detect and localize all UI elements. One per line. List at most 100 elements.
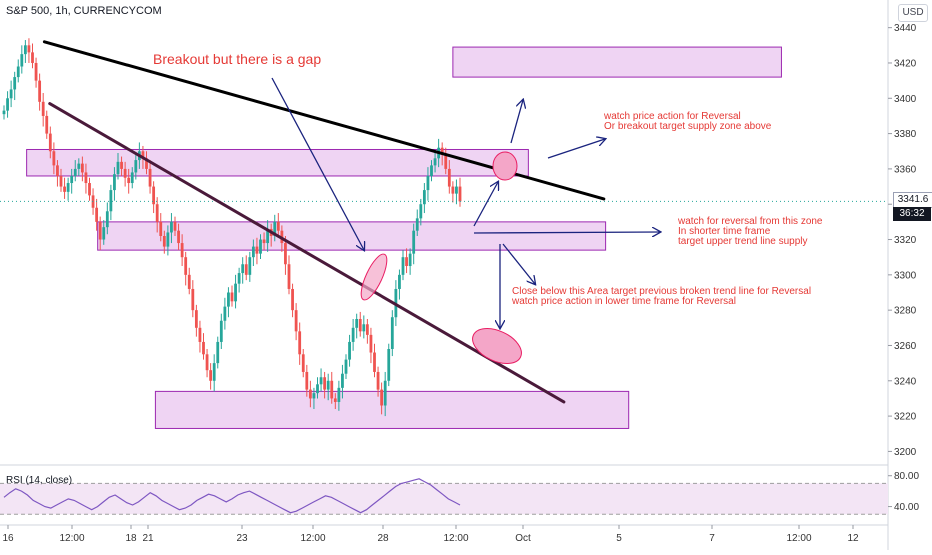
y-tick-label: 3220 [894, 412, 917, 423]
candle-body [98, 221, 102, 240]
x-tick-label: 12:00 [59, 533, 84, 544]
highlight-ellipses [360, 151, 522, 364]
candle-body [80, 163, 84, 173]
candle-body [451, 186, 455, 194]
candle-body [77, 163, 81, 169]
candle-body [458, 186, 462, 202]
candle-body [259, 239, 262, 254]
candle-body [38, 80, 42, 102]
y-tick-label: 3440 [894, 23, 917, 34]
arrow [271, 77, 364, 250]
candle-body [141, 151, 145, 159]
candle-body [84, 172, 88, 184]
candle-body [145, 158, 148, 169]
rsi-tick-label: 40.00 [894, 502, 919, 513]
note-lower: Close below this Area target previous br… [512, 286, 811, 297]
rsi-band [0, 483, 888, 515]
candle-body [187, 274, 191, 289]
y-tick-label: 3260 [894, 341, 917, 352]
arrow [547, 139, 605, 159]
candle-body [330, 380, 334, 399]
candle-body [312, 393, 316, 399]
rsi-tick-label: 80.00 [894, 471, 919, 482]
candle-body [415, 218, 419, 231]
zones [26, 46, 782, 429]
candle-body [223, 306, 227, 321]
candle-body [91, 195, 95, 208]
candle-body [319, 377, 323, 385]
candle-body [369, 334, 373, 353]
candle-body [116, 161, 120, 175]
candle-body [56, 165, 59, 176]
symbol-header: S&P 500, 1h, CURRENCYCOM [6, 5, 162, 17]
candle-body [266, 228, 270, 244]
currency-badge[interactable]: USD [898, 4, 928, 22]
x-axis: 16 12:00 18 21 23 12:00 28 12:00 Oct 5 7 12:00 12 [2, 525, 859, 544]
candle-body [209, 370, 213, 381]
candle-body [430, 165, 433, 176]
candle-body [184, 257, 188, 275]
note-middle: watch for reversal from this zone [677, 216, 823, 227]
x-tick-label: 21 [142, 533, 154, 544]
candle-body [66, 183, 70, 192]
candle-body [401, 257, 405, 275]
x-tick-label: 23 [236, 533, 248, 544]
candle-body [63, 186, 66, 192]
supply-demand-zone [154, 390, 630, 429]
candle-body [284, 243, 287, 265]
candle-body [177, 230, 180, 244]
title-note: Breakout but there is a gap [153, 51, 321, 67]
note-lower: watch price action in lower time frame f… [511, 296, 736, 307]
x-tick-label: 28 [377, 533, 389, 544]
candle-body [341, 373, 344, 388]
candle-body [387, 349, 391, 381]
candle-body [383, 380, 387, 406]
rsi-pane: 80.00 40.00 [0, 471, 919, 515]
candle-body [444, 154, 448, 169]
y-tick-label: 3280 [894, 306, 917, 317]
candle-body [134, 160, 138, 173]
candle-body [440, 147, 444, 155]
rsi-line [3, 478, 461, 514]
candle-body [358, 318, 362, 332]
candle-body [170, 221, 173, 233]
candle-body [216, 341, 220, 364]
y-tick-label: 3420 [894, 58, 917, 69]
candle-body [59, 175, 63, 187]
candle-body [73, 168, 77, 176]
supply-demand-zone [452, 46, 782, 78]
y-tick-label: 3240 [894, 376, 917, 387]
candle-body [276, 221, 280, 231]
candle-body [308, 389, 312, 399]
candle-body [380, 389, 384, 406]
last-price-tag: 3341.6 [893, 192, 932, 208]
candle-body [298, 331, 302, 355]
note-middle: target upper trend line supply [678, 236, 808, 247]
candle-body [70, 175, 74, 184]
candle-body [41, 101, 45, 116]
candle-body [230, 292, 234, 302]
x-tick-label: 5 [616, 533, 622, 544]
candle-body [202, 341, 205, 355]
candle-body [16, 66, 20, 78]
candle-body [373, 352, 376, 372]
candle-body [2, 110, 6, 115]
candle-body [130, 172, 134, 184]
candle-body [113, 174, 116, 191]
candle-body [237, 273, 241, 284]
candle-body [433, 158, 437, 166]
x-tick-label: 7 [709, 533, 715, 544]
arrow [473, 182, 498, 227]
candle-body [34, 62, 38, 81]
candle-body [398, 274, 401, 289]
x-tick-label: 18 [125, 533, 137, 544]
y-tick-label: 3200 [894, 447, 917, 458]
candle-body [95, 207, 99, 222]
x-tick-label: 16 [2, 533, 14, 544]
candle-body [455, 186, 458, 194]
candle-body [20, 54, 24, 67]
highlight-ellipse [472, 328, 522, 364]
candle-body [162, 236, 166, 247]
